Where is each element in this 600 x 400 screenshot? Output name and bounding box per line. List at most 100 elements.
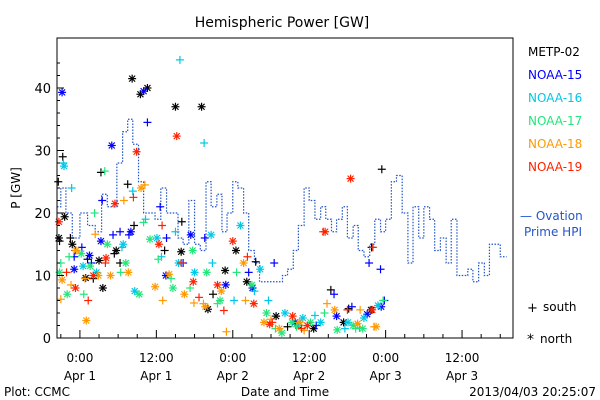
point-noaa-19-star <box>321 227 330 236</box>
point-noaa-18-star <box>58 275 67 284</box>
point-noaa-16-plus <box>175 55 184 64</box>
point-noaa-17-star <box>288 318 297 327</box>
point-noaa-17-star <box>77 249 86 258</box>
point-metp-02-plus <box>251 257 260 266</box>
point-noaa-16-plus <box>250 287 259 296</box>
point-noaa-18-star <box>239 259 248 267</box>
point-noaa-16-star <box>359 314 368 322</box>
point-noaa-18-star <box>201 302 210 311</box>
point-noaa-15-plus <box>365 259 374 267</box>
point-noaa-18-star <box>353 319 362 328</box>
point-noaa-19-star <box>102 254 111 262</box>
point-noaa-19-plus <box>195 293 204 302</box>
point-noaa-16-star <box>236 221 245 230</box>
point-noaa-15-plus <box>77 243 86 252</box>
legend-north-label: north <box>540 332 572 346</box>
point-noaa-19-star <box>54 217 63 226</box>
point-noaa-16-plus <box>230 296 239 305</box>
point-noaa-16-plus <box>264 296 273 305</box>
point-noaa-18-star <box>217 287 226 296</box>
point-noaa-15-plus <box>143 118 152 127</box>
point-noaa-17-star <box>103 240 112 249</box>
point-noaa-16-star <box>130 287 139 296</box>
point-noaa-18-star <box>72 246 81 255</box>
point-noaa-17-star <box>168 284 177 292</box>
point-noaa-18-star <box>275 324 284 333</box>
y-axis-label: P [GW] <box>9 167 23 209</box>
legend-entry-noaa-18: NOAA-18 <box>528 137 582 151</box>
point-noaa-19-plus <box>343 305 352 314</box>
x-tick-date: Apr 3 <box>446 369 478 383</box>
point-metp-02-plus <box>177 217 186 226</box>
point-noaa-19-star <box>189 277 198 286</box>
point-noaa-18-star <box>137 184 146 192</box>
chart-title: Hemispheric Power [GW] <box>195 15 370 31</box>
point-metp-02-plus <box>130 221 139 230</box>
point-noaa-17-star <box>202 268 211 277</box>
point-noaa-19-star <box>249 299 258 308</box>
point-noaa-18-plus <box>67 280 76 289</box>
point-noaa-19-plus <box>101 259 110 267</box>
point-noaa-16-star <box>119 240 128 249</box>
point-metp-02-star <box>98 284 107 292</box>
point-noaa-16-plus <box>67 184 76 192</box>
point-metp-02-plus <box>326 285 335 294</box>
point-noaa-19-plus <box>62 268 71 277</box>
point-noaa-19-star <box>154 240 163 249</box>
point-noaa-17-star <box>262 309 271 317</box>
point-noaa-19-star <box>368 305 377 314</box>
legend-south-label: south <box>543 300 577 314</box>
point-noaa-18-plus <box>158 296 167 305</box>
plot-frame <box>56 37 514 339</box>
point-noaa-18-star <box>94 271 103 280</box>
point-noaa-15-star <box>332 312 341 321</box>
point-noaa-15-plus <box>330 290 339 299</box>
point-noaa-17-plus <box>379 296 388 305</box>
point-noaa-15-plus <box>200 234 209 242</box>
point-noaa-18-star <box>330 305 339 314</box>
point-noaa-16-star <box>79 262 88 271</box>
point-metp-02-plus <box>54 177 63 186</box>
point-noaa-17-plus <box>90 209 99 217</box>
point-noaa-19-plus <box>219 306 228 315</box>
point-noaa-18-star <box>151 282 160 291</box>
point-metp-02-plus <box>66 234 75 242</box>
point-noaa-17-plus <box>292 322 301 331</box>
point-noaa-17-star <box>358 324 367 333</box>
point-noaa-15-plus <box>376 265 385 274</box>
legend-south-marker: + <box>527 301 538 316</box>
point-noaa-16-star <box>373 301 382 310</box>
point-noaa-16-plus <box>310 311 319 320</box>
point-noaa-19-star <box>303 321 312 330</box>
point-noaa-17-plus <box>232 268 241 277</box>
point-noaa-16-plus <box>128 187 137 196</box>
point-metp-02-star <box>242 277 251 286</box>
point-metp-02-star <box>112 246 121 255</box>
point-noaa-15-plus <box>156 202 165 211</box>
point-noaa-15-star <box>96 237 105 246</box>
point-noaa-15-plus <box>347 302 356 311</box>
point-noaa-19-star <box>172 132 181 141</box>
point-metp-02-star <box>177 247 186 256</box>
point-noaa-17-plus <box>139 218 148 227</box>
y-tick-label: 0 <box>43 332 51 347</box>
point-metp-02-star <box>272 312 281 321</box>
point-metp-02-plus <box>283 322 292 331</box>
x-tick-date: Apr 1 <box>140 369 172 383</box>
point-noaa-15-plus <box>162 234 171 242</box>
point-noaa-16-plus <box>208 259 217 267</box>
point-metp-02-star <box>221 266 230 275</box>
point-noaa-18-star <box>295 318 304 327</box>
point-noaa-19-star <box>132 147 141 156</box>
point-metp-02-star <box>171 102 180 111</box>
point-metp-02-star <box>128 74 137 83</box>
x-tick-date: Apr 2 <box>293 369 325 383</box>
point-noaa-17-star <box>145 235 154 244</box>
point-noaa-17-star <box>216 296 225 305</box>
point-noaa-18-star <box>165 270 174 279</box>
legend-entry-noaa-19: NOAA-19 <box>528 160 582 174</box>
y-axis: 0 10 20 30 40 <box>34 62 64 347</box>
legend-entry-noaa-16: NOAA-16 <box>528 91 582 105</box>
point-metp-02-star <box>95 256 104 265</box>
